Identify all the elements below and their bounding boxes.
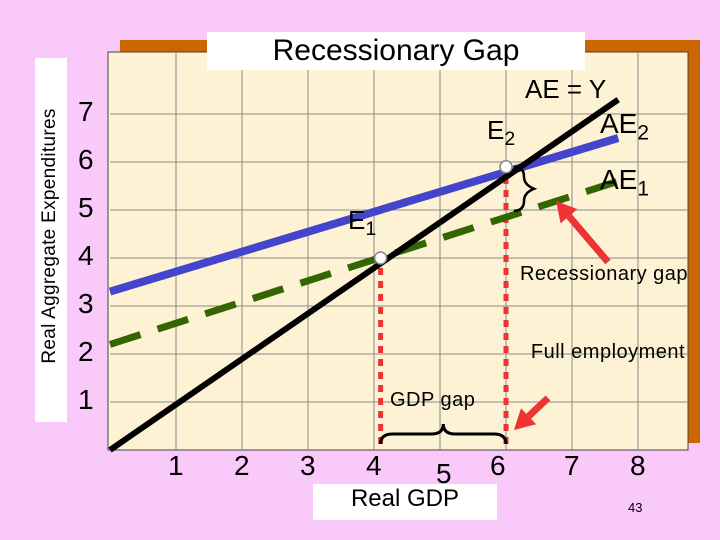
x-axis-label: Real GDP [350, 485, 460, 512]
full-employment-arrow-head [514, 408, 537, 430]
gdp-gap-brace [379, 423, 508, 445]
plot-area [108, 97, 620, 453]
e1-label: E1 [348, 205, 377, 241]
x-tick-label: 4 [366, 450, 382, 481]
ae2-label: AE2 [600, 108, 650, 145]
ae-equals-y-label: AE = Y [525, 74, 607, 104]
grid [110, 52, 688, 450]
chart-title: Recessionary Gap [272, 34, 520, 67]
x-tick-label: 1 [168, 450, 184, 481]
ae1-line [108, 177, 620, 348]
ae2-line [108, 134, 620, 296]
x-tick-label: 7 [564, 450, 580, 481]
y-tick-label: 4 [78, 240, 94, 271]
y-axis-label-background [35, 58, 67, 422]
y-tick-label: 6 [78, 144, 94, 175]
x-tick-label: 5 [436, 458, 452, 489]
recessionary-gap-label: Recessionary gap [519, 263, 689, 285]
gdp-gap-label: GDP gap [390, 389, 476, 411]
equilibrium-point-e2 [499, 160, 513, 174]
x-axis-label-background [313, 484, 497, 520]
x-tick-label: 3 [300, 450, 316, 481]
recessionary-gap-brace [513, 165, 538, 213]
x-tick-label: 6 [490, 450, 506, 481]
recessionary-gap-arrow-shaft [566, 213, 611, 265]
y-tick-label: 1 [78, 384, 94, 415]
e2-label: E2 [487, 115, 516, 151]
ae1-label: AE1 [600, 164, 650, 201]
equilibrium-point-e1 [373, 251, 388, 265]
y-tick-label: 7 [78, 96, 94, 127]
x-tick-label: 8 [630, 450, 646, 481]
title-background [207, 32, 585, 70]
recessionary-gap-arrow-head [556, 201, 578, 224]
page-number: 43 [628, 500, 643, 515]
y-tick-label: 2 [78, 336, 94, 367]
y-tick-label: 5 [78, 192, 94, 223]
full-employment-label: Full employment [530, 341, 686, 363]
y-tick-label: 3 [78, 288, 94, 319]
full-employment-arrow-shaft [526, 395, 551, 419]
ae-equals-y-line [108, 97, 620, 453]
x-tick-label: 2 [234, 450, 250, 481]
